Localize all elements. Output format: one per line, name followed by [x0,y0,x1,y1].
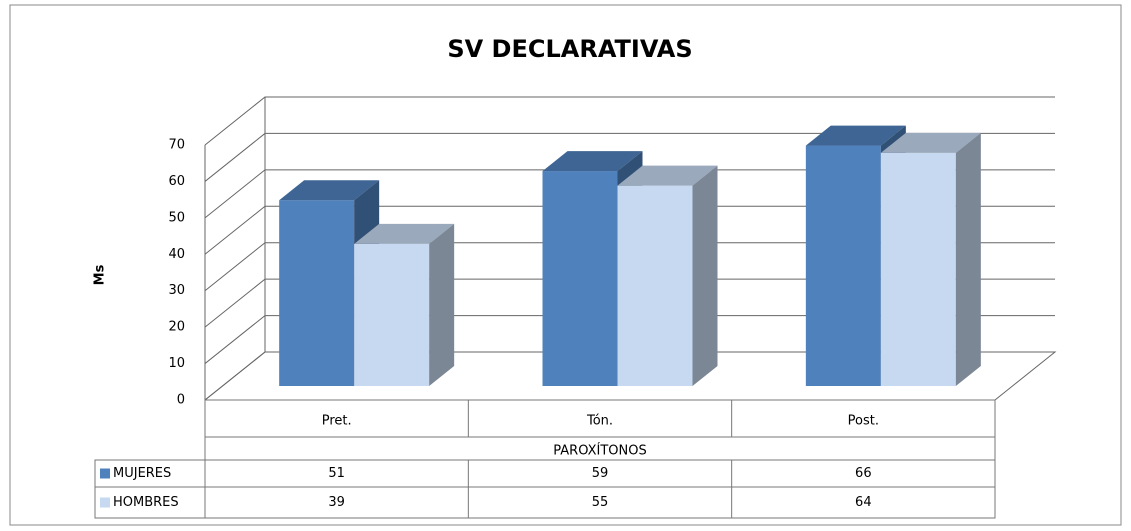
x-group-label: PAROXÍTONOS [553,443,646,459]
bar-front [617,185,693,386]
grid-line [204,351,1055,401]
chart-title: SV DECLARATIVAS [447,35,692,63]
x-tick-label: Post. [848,414,879,429]
y-tick-label: 50 [168,210,185,225]
y-tick-label: 0 [177,393,185,408]
y-tick-label: 20 [168,320,185,335]
grid-line [204,169,1055,219]
bar-top [542,151,643,172]
y-axis-label: Ms [93,264,108,285]
legend-label: HOMBRES [113,495,179,510]
y-tick-label: 10 [168,356,185,371]
legend-swatch [100,497,110,508]
grid-line [204,278,1055,328]
table-value: 66 [855,466,872,481]
bar-top [617,165,718,186]
x-tick-label: Tón. [586,414,613,429]
x-tick-label: Pret. [322,414,352,429]
bar-top [354,223,455,244]
bar-side [955,132,981,386]
bar-top [880,132,981,153]
bar-top [279,180,380,201]
grid-line [204,242,1055,292]
table-value: 59 [592,466,609,481]
bar-front [805,145,881,386]
bar-side [429,223,455,386]
table-value: 51 [328,466,345,481]
table-value: 55 [592,495,609,510]
y-tick-label: 30 [168,283,185,298]
y-tick-label: 60 [168,174,185,189]
bar-side [692,165,718,386]
grid-line [204,315,1055,364]
bar-front [279,200,355,386]
table-value: 39 [328,495,345,510]
table-value: 64 [855,495,872,510]
bar-front [542,171,618,386]
y-tick-label: 40 [168,247,185,262]
bar-front [880,152,956,386]
bar-top [805,125,906,146]
legend-swatch [100,468,110,479]
table-cell [94,486,996,519]
legend-label: MUJERES [113,466,171,481]
grid-line [204,96,1055,146]
y-tick-label: 70 [168,138,185,153]
bar-front [354,243,430,386]
grid-line [204,132,1055,182]
grid-line [204,205,1055,255]
